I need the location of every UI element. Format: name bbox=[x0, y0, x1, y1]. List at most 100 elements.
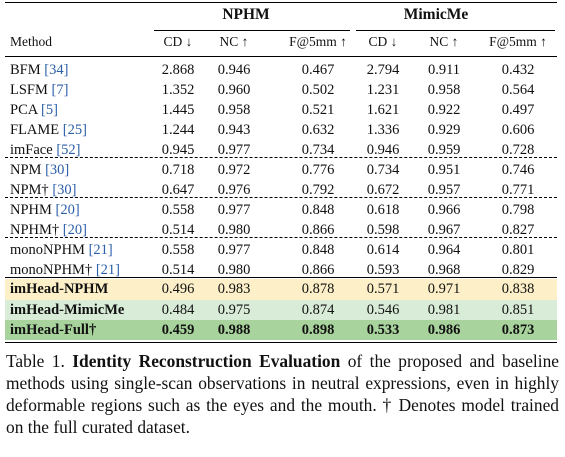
value-cell: 0.598 bbox=[366, 222, 400, 238]
citation-link[interactable]: [21] bbox=[88, 242, 113, 258]
method-name: NPM [30] bbox=[10, 161, 69, 179]
method-label: FLAME bbox=[10, 122, 60, 138]
value-cell: 0.728 bbox=[501, 142, 535, 158]
value-cell: 0.967 bbox=[427, 222, 461, 238]
header-cd-mimicme: CD ↓ bbox=[368, 34, 398, 49]
method-name: monoNPHM† [21] bbox=[10, 261, 120, 279]
value-cell: 0.606 bbox=[501, 122, 535, 138]
value-cell: 0.593 bbox=[366, 262, 400, 278]
value-cell: 0.771 bbox=[501, 182, 535, 198]
value-cell: 0.977 bbox=[217, 202, 251, 218]
group-header-nphm: NPHM bbox=[222, 6, 270, 23]
value-cell: 0.467 bbox=[301, 62, 335, 78]
value-cell: 0.878 bbox=[301, 281, 335, 297]
value-cell: 0.571 bbox=[366, 281, 400, 297]
header-f5-nphm: F@5mm ↑ bbox=[289, 34, 347, 49]
method-name: imHead-MimicMe bbox=[10, 301, 124, 319]
value-cell: 0.983 bbox=[217, 281, 251, 297]
value-cell: 0.873 bbox=[501, 322, 535, 338]
value-cell: 0.746 bbox=[501, 162, 535, 178]
citation-link[interactable]: [5] bbox=[41, 102, 58, 118]
table-row: imFace [52] 0.945 0.977 0.734 0.946 0.959 0.72… bbox=[0, 140, 565, 160]
citation-link[interactable]: [52] bbox=[56, 142, 81, 158]
value-cell: 0.976 bbox=[217, 182, 251, 198]
method-label: NPHM bbox=[10, 202, 52, 218]
citation-link[interactable]: [30] bbox=[45, 162, 70, 178]
value-cell: 0.911 bbox=[427, 62, 461, 78]
value-cell: 0.966 bbox=[427, 202, 461, 218]
top-rule bbox=[5, 2, 557, 4]
citation-link[interactable]: [21] bbox=[95, 262, 120, 278]
value-cell: 1.445 bbox=[161, 102, 195, 118]
method-name: LSFM [7] bbox=[10, 81, 68, 99]
value-cell: 0.866 bbox=[301, 222, 335, 238]
value-cell: 0.975 bbox=[217, 302, 251, 318]
method-name: imHead-Full† bbox=[10, 321, 96, 339]
table-row: imHead-MimicMe 0.484 0.975 0.874 0.546 0.981 0… bbox=[0, 300, 565, 320]
value-cell: 0.977 bbox=[217, 142, 251, 158]
method-label: NPM† bbox=[10, 182, 49, 198]
bottom-rule bbox=[5, 342, 557, 344]
method-label: imFace bbox=[10, 142, 53, 158]
value-cell: 0.980 bbox=[217, 262, 251, 278]
value-cell: 0.672 bbox=[366, 182, 400, 198]
value-cell: 1.621 bbox=[366, 102, 400, 118]
value-cell: 0.922 bbox=[427, 102, 461, 118]
caption-text: of the proposed and baseline methods usi… bbox=[6, 351, 559, 437]
dashed-separator bbox=[5, 157, 557, 158]
table-row: NPHM [20] 0.558 0.977 0.848 0.618 0.966 0.798 bbox=[0, 200, 565, 220]
method-label: imHead-Full† bbox=[10, 322, 97, 338]
value-cell: 0.718 bbox=[161, 162, 195, 178]
value-cell: 0.558 bbox=[161, 242, 195, 258]
header-rule bbox=[5, 56, 557, 57]
value-cell: 0.946 bbox=[366, 142, 400, 158]
header-nc-nphm: NC ↑ bbox=[219, 34, 249, 49]
value-cell: 1.231 bbox=[366, 82, 400, 98]
value-cell: 0.958 bbox=[427, 82, 461, 98]
method-name: imHead-NPHM bbox=[10, 280, 108, 298]
value-cell: 0.943 bbox=[217, 122, 251, 138]
value-cell: 0.459 bbox=[161, 322, 195, 338]
value-cell: 0.798 bbox=[501, 202, 535, 218]
value-cell: 0.957 bbox=[427, 182, 461, 198]
method-name: FLAME [25] bbox=[10, 121, 87, 139]
caption-label: Table 1. bbox=[6, 351, 65, 371]
value-cell: 0.971 bbox=[427, 281, 461, 297]
row-highlight bbox=[5, 300, 557, 320]
value-cell: 0.546 bbox=[366, 302, 400, 318]
citation-link[interactable]: [25] bbox=[62, 122, 87, 138]
table-row: monoNPHM† [21] 0.514 0.980 0.866 0.593 0.968 0… bbox=[0, 260, 565, 280]
citation-link[interactable]: [34] bbox=[44, 62, 69, 78]
method-label: NPHM† bbox=[10, 222, 60, 238]
method-name: NPM† [30] bbox=[10, 181, 76, 199]
value-cell: 0.484 bbox=[161, 302, 195, 318]
method-label: LSFM bbox=[10, 82, 48, 98]
value-cell: 0.972 bbox=[217, 162, 251, 178]
method-label: monoNPHM† bbox=[10, 262, 93, 278]
citation-link[interactable]: [30] bbox=[52, 182, 77, 198]
value-cell: 0.614 bbox=[366, 242, 400, 258]
value-cell: 2.868 bbox=[161, 62, 195, 78]
value-cell: 0.848 bbox=[301, 242, 335, 258]
value-cell: 0.502 bbox=[301, 82, 335, 98]
value-cell: 1.244 bbox=[161, 122, 195, 138]
row-highlight bbox=[5, 320, 557, 340]
citation-link[interactable]: [20] bbox=[55, 202, 80, 218]
value-cell: 0.866 bbox=[301, 262, 335, 278]
method-name: NPHM [20] bbox=[10, 201, 80, 219]
citation-link[interactable]: [7] bbox=[51, 82, 69, 98]
value-cell: 0.977 bbox=[217, 242, 251, 258]
method-label: monoNPHM bbox=[10, 242, 85, 258]
table-row: BFM [34] 2.868 0.946 0.467 2.794 0.911 0.432 bbox=[0, 60, 565, 80]
group-underline-nphm bbox=[154, 30, 350, 31]
value-cell: 0.558 bbox=[161, 202, 195, 218]
value-cell: 0.829 bbox=[501, 262, 535, 278]
value-cell: 0.964 bbox=[427, 242, 461, 258]
value-cell: 0.801 bbox=[501, 242, 535, 258]
table-row: PCA [5] 1.445 0.958 0.521 1.621 0.922 0.497 bbox=[0, 100, 565, 120]
value-cell: 0.958 bbox=[217, 102, 251, 118]
value-cell: 0.521 bbox=[301, 102, 335, 118]
table-row: NPM [30] 0.718 0.972 0.776 0.734 0.951 0.746 bbox=[0, 160, 565, 180]
table-row: FLAME [25] 1.244 0.943 0.632 1.336 0.929 0.606 bbox=[0, 120, 565, 140]
citation-link[interactable]: [20] bbox=[62, 222, 87, 238]
